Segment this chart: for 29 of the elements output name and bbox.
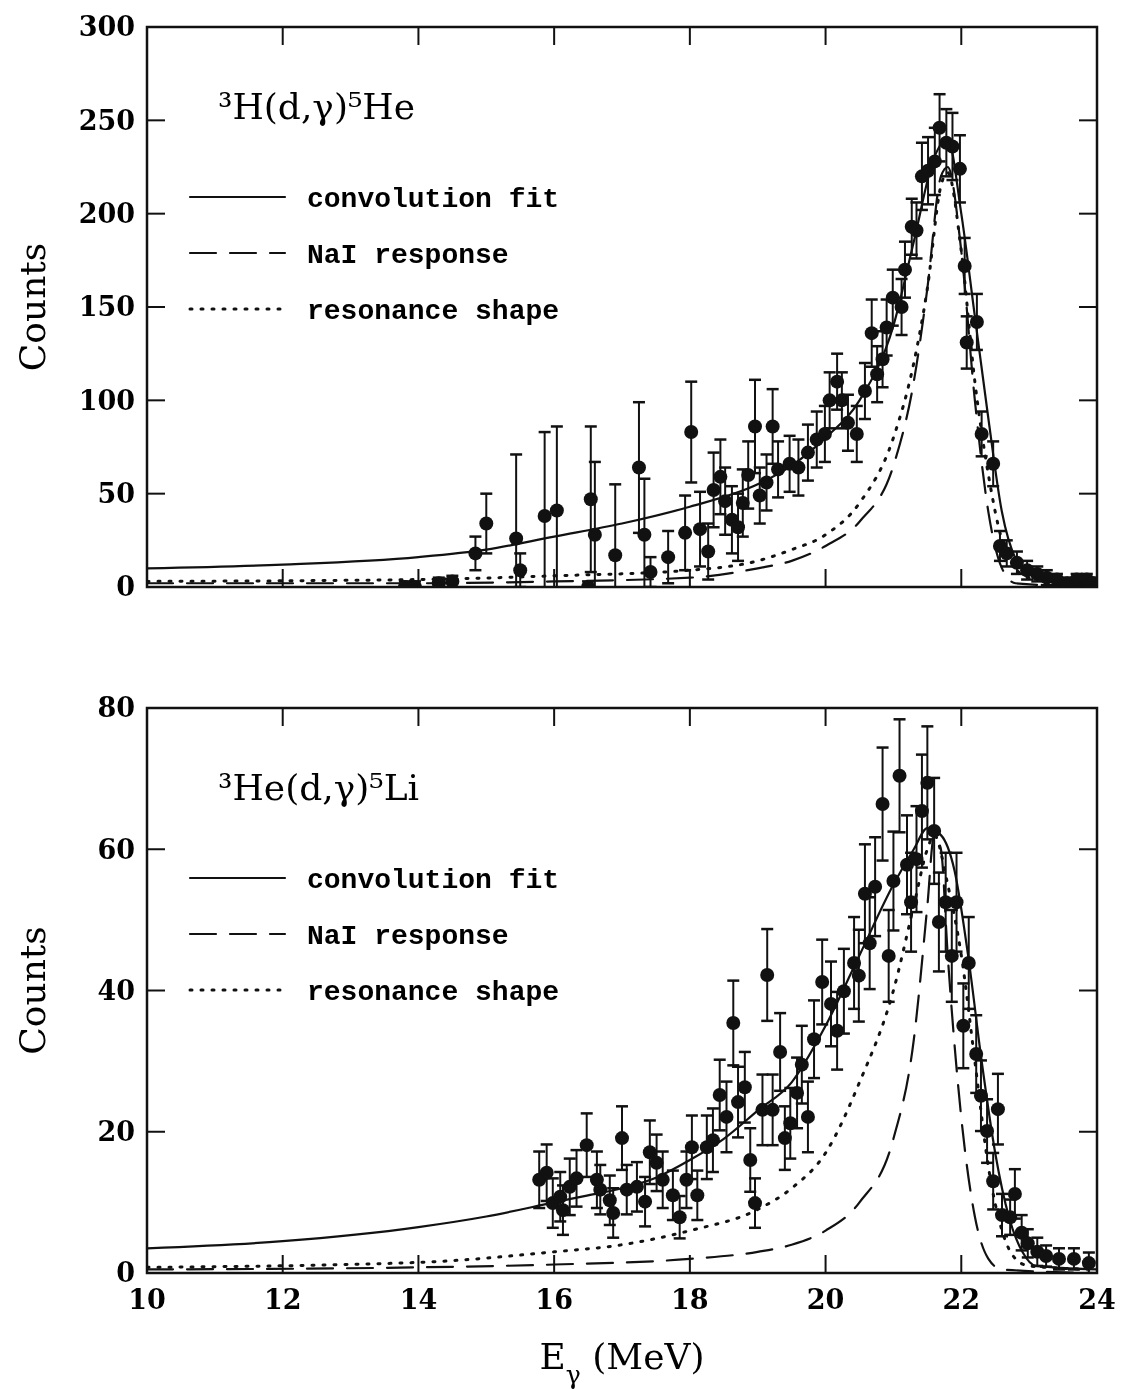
legend-label: convolution fit xyxy=(307,183,560,215)
y-tick-label: 20 xyxy=(97,1116,135,1148)
y-tick-label: 0 xyxy=(116,571,135,603)
annotation: ³H(d,γ)⁵He xyxy=(218,86,416,127)
x-tick-label: 20 xyxy=(806,1284,845,1315)
legend-label: NaI response xyxy=(307,239,509,271)
y-axis-title: Counts xyxy=(12,242,53,372)
legend-label: resonance shape xyxy=(307,295,560,327)
x-tick-label: 22 xyxy=(942,1284,981,1315)
x-tick-label: 14 xyxy=(399,1284,438,1315)
legend-label: NaI response xyxy=(307,920,509,952)
y-tick-label: 80 xyxy=(97,692,135,724)
y-tick-label: 150 xyxy=(78,291,135,323)
y-tick-label: 300 xyxy=(78,11,135,43)
x-tick-label: 18 xyxy=(671,1284,709,1315)
x-tick-label: 24 xyxy=(1078,1284,1116,1315)
y-tick-label: 60 xyxy=(97,833,135,865)
x-tick-label: 16 xyxy=(535,1284,573,1315)
y-tick-label: 40 xyxy=(97,974,135,1006)
y-tick-label: 200 xyxy=(78,198,135,230)
y-tick-label: 50 xyxy=(97,478,135,510)
x-tick-label: 12 xyxy=(263,1284,302,1315)
annotation: ³He(d,γ)⁵Li xyxy=(218,767,420,808)
y-tick-label: 250 xyxy=(78,104,135,136)
legend-label: resonance shape xyxy=(307,976,560,1008)
legend-label: convolution fit xyxy=(307,864,560,896)
x-axis-title: E$_{γ}$ (MeV) xyxy=(539,1336,705,1389)
y-tick-label: 100 xyxy=(78,384,135,416)
y-axis-title: Counts xyxy=(12,926,53,1055)
